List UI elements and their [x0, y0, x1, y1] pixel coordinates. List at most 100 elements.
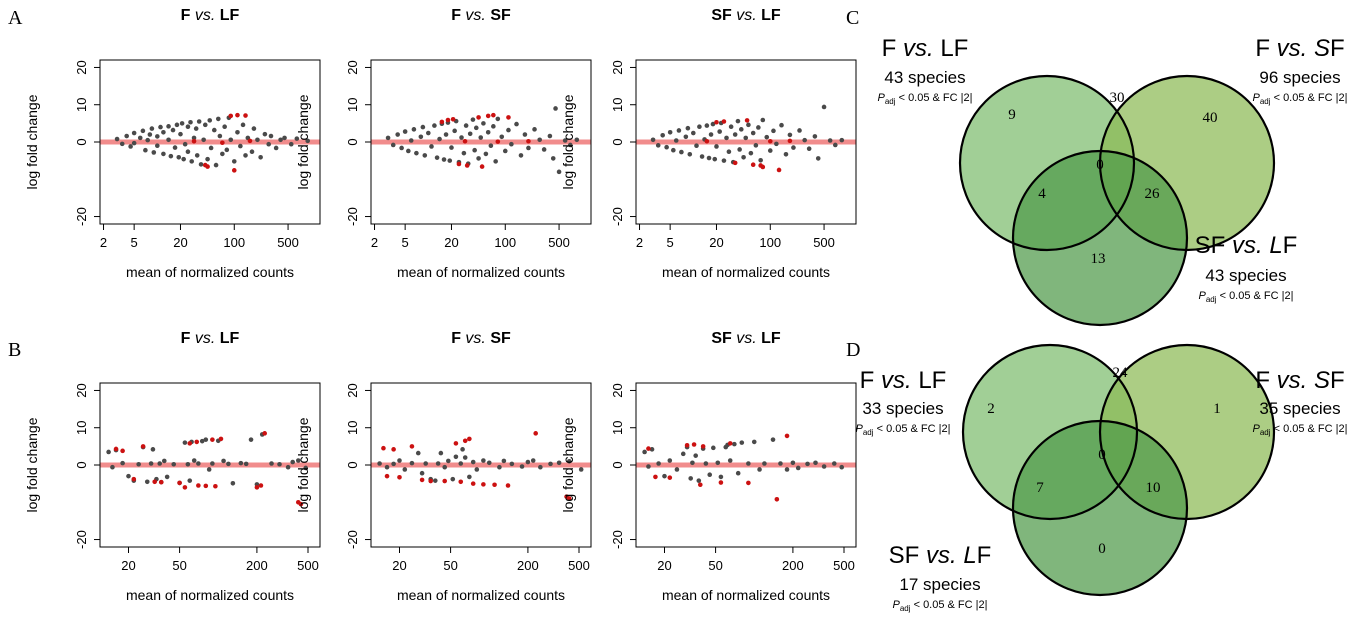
- data-point: [136, 461, 141, 467]
- data-point: [474, 467, 480, 472]
- x-tick-label: 200: [517, 558, 539, 573]
- data-point: [161, 130, 166, 135]
- data-point: [452, 128, 457, 134]
- y-tick-label: 10: [74, 420, 89, 434]
- significant-point: [750, 162, 756, 168]
- significant-point: [131, 476, 137, 482]
- significant-point: [691, 442, 697, 447]
- y-tick-label: -20: [74, 530, 89, 549]
- plot-title-part: vs.: [461, 7, 490, 24]
- data-point: [813, 460, 818, 466]
- data-point: [687, 152, 693, 157]
- y-tick-label: 0: [345, 461, 360, 468]
- data-point: [548, 461, 553, 467]
- data-point: [506, 127, 511, 133]
- data-point: [724, 135, 729, 141]
- data-point: [140, 128, 146, 134]
- significant-point: [684, 442, 690, 448]
- significant-point: [205, 164, 210, 169]
- data-point: [150, 447, 156, 452]
- significant-point: [506, 115, 511, 120]
- data-point: [437, 136, 442, 142]
- x-tick-label: 100: [759, 235, 781, 250]
- data-point: [553, 106, 558, 111]
- data-point: [226, 461, 231, 467]
- significant-point: [732, 160, 738, 166]
- data-point: [377, 461, 382, 466]
- data-point: [495, 116, 501, 122]
- significant-point: [213, 483, 218, 489]
- y-tick-label: -20: [345, 530, 360, 549]
- y-tick-label: 10: [610, 97, 625, 111]
- data-point: [493, 159, 498, 164]
- data-point: [802, 137, 807, 143]
- data-point: [642, 449, 647, 455]
- significant-point: [152, 479, 158, 485]
- ma-plot: SF vs. LF -20 0 10 20 2 5 20 100 500 mean of norma…: [560, 7, 857, 280]
- venn-c-title-sflf: SF vs. LF: [1195, 232, 1298, 259]
- data-point: [685, 125, 691, 131]
- significant-point: [203, 483, 209, 489]
- venn-c-title-fl: F vs. LF: [882, 35, 969, 62]
- data-point: [182, 141, 188, 147]
- significant-point: [445, 117, 451, 123]
- venn-d-species-fsf: 35 species: [1259, 399, 1340, 418]
- significant-point: [231, 168, 237, 173]
- data-point: [463, 123, 469, 128]
- data-point: [757, 467, 762, 472]
- panel-label-b: B: [8, 339, 21, 361]
- data-point: [426, 130, 431, 136]
- data-point: [166, 124, 171, 129]
- x-tick-label: 2: [100, 235, 107, 250]
- venn-d-outline-sflf: [1011, 419, 1189, 597]
- venn-d-padj-fl: Padj < 0.05 & FC |2|: [856, 423, 951, 437]
- significant-point: [120, 448, 125, 454]
- data-point: [128, 144, 133, 149]
- data-point: [696, 478, 702, 483]
- data-point: [171, 461, 177, 467]
- plot-title-part: vs.: [732, 7, 761, 24]
- data-point: [750, 130, 756, 136]
- data-point: [460, 447, 465, 452]
- data-point: [530, 458, 536, 463]
- data-point: [790, 460, 796, 466]
- significant-point: [746, 480, 751, 486]
- significant-point: [458, 479, 464, 485]
- data-point: [221, 458, 226, 464]
- data-point: [760, 117, 766, 123]
- data-point: [717, 129, 722, 134]
- data-point: [778, 461, 783, 466]
- data-point: [532, 127, 537, 132]
- data-point: [255, 137, 260, 143]
- x-axis-label: mean of normalized counts: [126, 587, 294, 603]
- y-axis-label: log fold change: [560, 417, 576, 512]
- significant-point: [298, 501, 304, 507]
- significant-point: [776, 167, 782, 173]
- data-point: [472, 147, 477, 153]
- significant-point: [566, 496, 572, 501]
- data-point: [827, 138, 833, 143]
- data-point: [718, 474, 724, 480]
- data-point: [399, 145, 404, 151]
- data-point: [660, 132, 665, 138]
- venn-c-count-fsf-sflf: 26: [1145, 186, 1161, 202]
- data-point: [391, 461, 396, 467]
- data-point: [422, 153, 428, 158]
- data-point: [147, 132, 153, 137]
- data-point: [679, 149, 684, 155]
- data-point: [269, 461, 274, 466]
- significant-point: [384, 473, 390, 479]
- x-tick-label: 20: [709, 235, 723, 250]
- plot-title: F vs. LF: [181, 330, 240, 347]
- data-point: [385, 135, 391, 141]
- venn-c-padj-sflf: Padj < 0.05 & FC |2|: [1199, 290, 1294, 304]
- significant-point: [787, 138, 793, 144]
- data-point: [395, 132, 400, 137]
- data-point: [680, 451, 686, 457]
- data-point: [671, 147, 676, 153]
- significant-point: [727, 441, 733, 446]
- y-axis-label: log fold change: [24, 417, 40, 512]
